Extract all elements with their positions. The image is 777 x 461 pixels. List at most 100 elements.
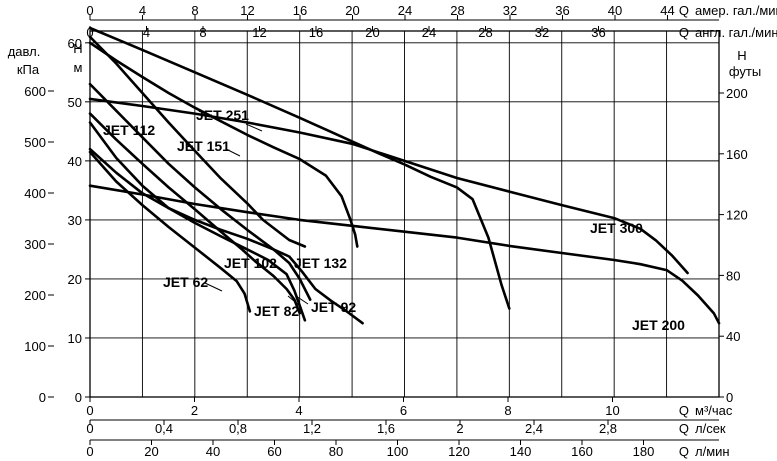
right-ft-tick-label: 80 <box>726 268 740 283</box>
bottom-ls-tick-label: 0,8 <box>229 421 247 436</box>
top-ukgal-tick-label: 12 <box>252 25 266 40</box>
top-usgal-q-letter: Q <box>679 3 689 18</box>
left-m-title: Н <box>73 41 82 56</box>
left-kpa-tick-label: 400 <box>24 186 46 201</box>
top-usgal-tick-label: 36 <box>555 3 569 18</box>
curve-labels: JET 62 JET 82 JET 92 JET 102 JET 112 JET 132 J… <box>103 107 685 333</box>
bottom-lmin-unit-label: л/мин <box>695 444 730 459</box>
left-m-tick-label: 50 <box>68 95 82 110</box>
bottom-ls-tick-label: 2 <box>456 421 463 436</box>
left-kpa-tick-label: 500 <box>24 135 46 150</box>
top-ukgal-tick-label: 4 <box>143 25 150 40</box>
top-usgal-tick-label: 44 <box>660 3 674 18</box>
top-usgal-tick-label: 28 <box>450 3 464 18</box>
curve-label-jet-151: JET 151 <box>177 138 230 154</box>
right-ft-tick-label: 0 <box>726 390 733 405</box>
curve-leader-jet-82 <box>287 295 301 307</box>
top-ukgal-unit-label: англ. гал./мин <box>695 25 777 40</box>
bottom-lmin-tick-label: 40 <box>206 444 220 459</box>
curve-jet-151 <box>88 41 359 248</box>
bottom-m3h-tick-label: 6 <box>400 403 407 418</box>
top-ukgal-tick-label: 8 <box>199 25 206 40</box>
top-ukgal-tick-label: 20 <box>365 25 379 40</box>
left-kpa-title: давл. <box>8 44 41 59</box>
curve-jet-132 <box>88 35 307 248</box>
curve-leader-jet-251 <box>245 123 263 132</box>
top-ukgal-tick-label: 36 <box>591 25 605 40</box>
top-ukgal-tick-label: 32 <box>535 25 549 40</box>
curve-label-jet-200: JET 200 <box>632 317 685 333</box>
curve-label-jet-132: JET 132 <box>294 255 347 271</box>
left-kpa-tick-label: 100 <box>24 339 46 354</box>
top-usgal-tick-label: 40 <box>608 3 622 18</box>
bottom-lmin-tick-label: 80 <box>329 444 343 459</box>
left-kpa-tick-label: 600 <box>24 84 46 99</box>
bottom-ls-tick-label: 1,2 <box>303 421 321 436</box>
top-usgal-tick-label: 0 <box>86 3 93 18</box>
left-kpa-unit: кПа <box>17 62 40 77</box>
bottom-lmin-tick-label: 140 <box>510 444 532 459</box>
bottom-m3h-tick-label: 10 <box>605 403 619 418</box>
bottom-lmin-tick-label: 120 <box>448 444 470 459</box>
bottom-ls-q-letter: Q <box>679 421 689 436</box>
left-m-tick-label: 40 <box>68 154 82 169</box>
bottom-m3h-q-letter: Q <box>679 403 689 418</box>
top-usgal-tick-label: 16 <box>293 3 307 18</box>
left-m-tick-label: 30 <box>68 213 82 228</box>
right-ft-unit: футы <box>729 64 761 79</box>
left-m-unit: м <box>74 60 83 75</box>
curve-jet-300 <box>88 97 689 275</box>
bottom-lmin-tick-label: 20 <box>144 444 158 459</box>
bottom-m3h-unit-label: м³/час <box>695 403 733 418</box>
bottom-ls-tick-label: 0 <box>86 421 93 436</box>
left-m-tick-label: 0 <box>75 390 82 405</box>
top-usgal-tick-label: 12 <box>240 3 254 18</box>
left-m-tick-label: 10 <box>68 331 82 346</box>
top-usgal-tick-label: 24 <box>398 3 412 18</box>
bottom-ls-unit-label: л/сек <box>695 421 726 436</box>
left-m-tick-label: 20 <box>68 272 82 287</box>
bottom-lmin-tick-label: 100 <box>387 444 409 459</box>
bottom-lmin-tick-label: 0 <box>86 444 93 459</box>
curve-label-jet-62: JET 62 <box>163 274 208 290</box>
curve-jet-102 <box>88 112 301 315</box>
top-usgal-tick-label: 32 <box>503 3 517 18</box>
left-kpa-tick-label: 0 <box>39 390 46 405</box>
curve-leader-jet-92 <box>295 295 309 305</box>
bottom-lmin-tick-label: 180 <box>633 444 655 459</box>
left-m-tick-label: 60 <box>68 36 82 51</box>
right-ft-title: Н <box>737 48 746 63</box>
right-ft-tick-label: 40 <box>726 329 740 344</box>
top-ukgal-tick-label: 16 <box>309 25 323 40</box>
bottom-m3h-tick-label: 2 <box>191 403 198 418</box>
bottom-ls-tick-label: 0,4 <box>155 421 173 436</box>
top-ukgal-tick-label: 28 <box>478 25 492 40</box>
bottom-lmin-tick-label: 160 <box>571 444 593 459</box>
curve-leader-jet-62 <box>204 282 223 292</box>
top-ukgal-tick-label: 0 <box>86 25 93 40</box>
right-ft-tick-label: 160 <box>726 147 748 162</box>
top-usgal-tick-label: 4 <box>139 3 146 18</box>
curve-label-jet-92: JET 92 <box>311 299 356 315</box>
pump-curves <box>88 26 721 325</box>
top-usgal-tick-label: 20 <box>345 3 359 18</box>
chart-grid <box>90 31 719 397</box>
curve-label-jet-300: JET 300 <box>590 220 643 236</box>
top-ukgal-tick-label: 24 <box>422 25 436 40</box>
curve-label-jet-102: JET 102 <box>224 255 277 271</box>
left-kpa-tick-label: 200 <box>24 288 46 303</box>
curve-leader-jet-151 <box>225 148 241 157</box>
bottom-lmin-tick-label: 60 <box>267 444 281 459</box>
top-usgal-unit-label: амер. гал./мин <box>695 3 777 18</box>
bottom-ls-tick-label: 2,4 <box>525 421 543 436</box>
top-usgal-tick-label: 8 <box>191 3 198 18</box>
bottom-lmin-q-letter: Q <box>679 444 689 459</box>
curve-label-jet-251: JET 251 <box>196 107 249 123</box>
bottom-ls-tick-label: 2,8 <box>599 421 617 436</box>
right-ft-tick-label: 200 <box>726 86 748 101</box>
left-kpa-tick-label: 300 <box>24 237 46 252</box>
curve-label-jet-82: JET 82 <box>254 303 299 319</box>
plot-frame <box>89 30 720 398</box>
